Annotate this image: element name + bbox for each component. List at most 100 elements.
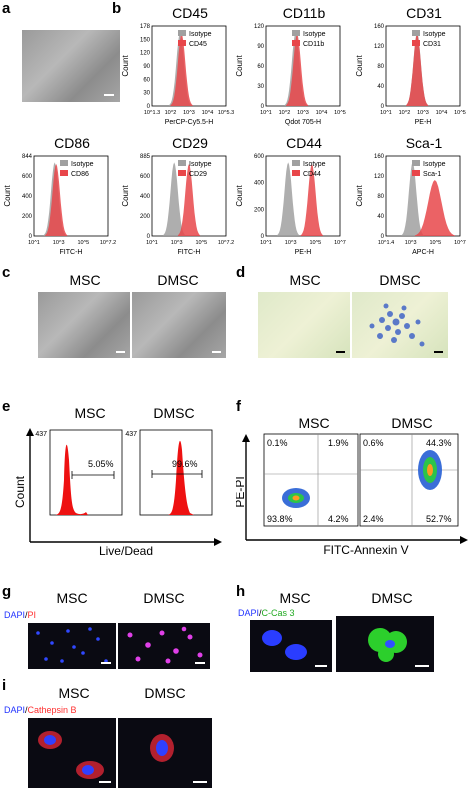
msc-stained-image-d xyxy=(258,292,350,358)
legend-label: Isotype xyxy=(303,31,326,38)
x-tick-label: 10^5 xyxy=(195,240,207,246)
panel-e-msc-label: MSC xyxy=(74,405,106,421)
legend-label: Isotype xyxy=(189,161,212,168)
y-tick-label: 40 xyxy=(377,214,384,220)
x-tick-label: 10^5 xyxy=(309,240,321,246)
legend-swatch xyxy=(178,30,186,36)
y-tick-label: 80 xyxy=(377,194,384,200)
y-axis-label: Count xyxy=(3,185,12,207)
live-dead-histograms: 5.05% 99.6% Count Live/Dead 437 437 xyxy=(13,428,222,558)
flow-hist-frame xyxy=(265,155,341,237)
msc-population-peak xyxy=(292,495,300,501)
dmsc-population-peak xyxy=(427,464,433,476)
x-tick-label: 10^5.3 xyxy=(218,110,234,116)
x-tick-label: 10^3 xyxy=(297,110,309,116)
x-tick-label: 10^1 xyxy=(260,240,272,246)
x-tick-label: 10^5 xyxy=(334,110,346,116)
isotype-histogram xyxy=(163,162,186,236)
y-tick-label: 40 xyxy=(377,84,384,90)
y-tick-label: 30 xyxy=(143,91,150,97)
x-tick-label: 10^3 xyxy=(183,110,195,116)
legend-swatch xyxy=(292,160,300,166)
panel-letter-a: a xyxy=(2,0,11,17)
x-tick-label: 10^4 xyxy=(436,110,448,116)
flow-hist-title: CD11b xyxy=(283,5,326,21)
cathepsin-b-label: Cathepsin B xyxy=(27,705,77,715)
panel-d-msc-label: MSC xyxy=(289,272,321,288)
flow-hist-title: CD29 xyxy=(172,135,208,151)
flow-hist-cd45: CD45 Isotype CD45 0 30 60 90 120 150 178 10^1.3 10^… xyxy=(121,5,234,126)
y-tick-label: 160 xyxy=(374,24,385,30)
y-tick-label: 120 xyxy=(254,24,265,30)
flow-hist-frame xyxy=(385,155,461,237)
x-tick-label: 10^2 xyxy=(165,110,177,116)
legend-label: CD45 xyxy=(189,41,207,48)
legend-label: Sca-1 xyxy=(423,171,441,178)
scale-bar xyxy=(104,94,114,96)
x-tick-label: 10^5 xyxy=(77,240,89,246)
dmsc-q2: 44.3% xyxy=(426,438,452,448)
dmsc-dapi-ccas3-image xyxy=(336,616,434,672)
legend-label: CD31 xyxy=(423,41,441,48)
x-tick-label: 10^5 xyxy=(429,240,441,246)
dmsc-q1: 0.6% xyxy=(363,438,384,448)
scale-bar xyxy=(195,662,205,664)
msc-dapi-cathepsinb-image xyxy=(28,718,116,788)
panel-e-ymax: 437 xyxy=(35,431,47,438)
dmsc-q4: 52.7% xyxy=(426,514,452,524)
x-tick-label: 10^3 xyxy=(405,240,417,246)
y-tick-label: 90 xyxy=(257,44,264,50)
panel-letter-f: f xyxy=(236,398,241,415)
flow-cytometry-marker-panels: CD45 Isotype CD45 0 30 60 90 120 150 178 10^1.3 10^… xyxy=(0,0,474,260)
panel-c-msc-label: MSC xyxy=(69,272,101,288)
msc-q1: 0.1% xyxy=(267,438,288,448)
legend-label: Isotype xyxy=(423,31,446,38)
legend-label: Isotype xyxy=(423,161,446,168)
dmsc-dapi-pi-image xyxy=(118,623,210,669)
marker-histogram xyxy=(45,164,68,236)
legend-label: CD29 xyxy=(189,171,207,178)
legend-swatch xyxy=(292,30,300,36)
y-tick-label: 200 xyxy=(140,214,151,220)
msc-hist-frame xyxy=(49,429,123,516)
legend-label: CD86 xyxy=(71,171,89,178)
y-tick-label: 200 xyxy=(254,207,265,213)
flow-hist-sca1: Sca-1 Isotype Sca-1 0 40 80 120 160 10^1.4 10^3 10… xyxy=(355,135,466,256)
legend-swatch xyxy=(178,40,186,46)
msc-nuclei xyxy=(36,627,108,663)
dmsc-nuclei xyxy=(127,626,203,664)
y-tick-label: 600 xyxy=(22,174,33,180)
y-tick-label: 0 xyxy=(147,104,151,110)
scale-bar xyxy=(212,351,221,353)
y-tick-label: 120 xyxy=(140,51,151,57)
panel-f-msc-label: MSC xyxy=(298,415,330,431)
y-tick-label: 0 xyxy=(261,104,265,110)
x-tick-label: 10^7 xyxy=(334,240,346,246)
panel-e-dmsc-label: DMSC xyxy=(153,405,195,421)
msc-q4: 4.2% xyxy=(328,514,349,524)
x-axis-label: PerCP-Cy5.5-H xyxy=(165,119,214,126)
y-axis-label: Count xyxy=(235,55,244,77)
x-tick-label: 10^1 xyxy=(380,110,392,116)
x-axis-label: APC-H xyxy=(412,249,434,256)
legend-swatch xyxy=(412,30,420,36)
legend-swatch xyxy=(178,170,186,176)
dmsc-stained-image-d xyxy=(352,292,448,358)
msc-q3: 93.8% xyxy=(267,514,293,524)
x-tick-label: 10^1 xyxy=(260,110,272,116)
panel-letter-e: e xyxy=(2,398,11,415)
flow-hist-frame xyxy=(33,155,109,237)
x-tick-label: 10^2 xyxy=(279,110,291,116)
y-axis-label: Count xyxy=(121,185,130,207)
y-tick-label: 844 xyxy=(22,154,33,160)
panel-e-ymax-right: 437 xyxy=(125,431,137,438)
scale-bar xyxy=(415,665,429,667)
y-tick-label: 120 xyxy=(374,174,385,180)
legend-swatch xyxy=(178,160,186,166)
blue-stained-cells xyxy=(369,303,425,347)
watermark-text: 知乎 @中科国康 xyxy=(362,762,450,776)
scale-bar xyxy=(315,665,327,667)
dmsc-q3: 2.4% xyxy=(363,514,384,524)
legend-swatch xyxy=(292,170,300,176)
y-tick-label: 150 xyxy=(140,37,151,43)
